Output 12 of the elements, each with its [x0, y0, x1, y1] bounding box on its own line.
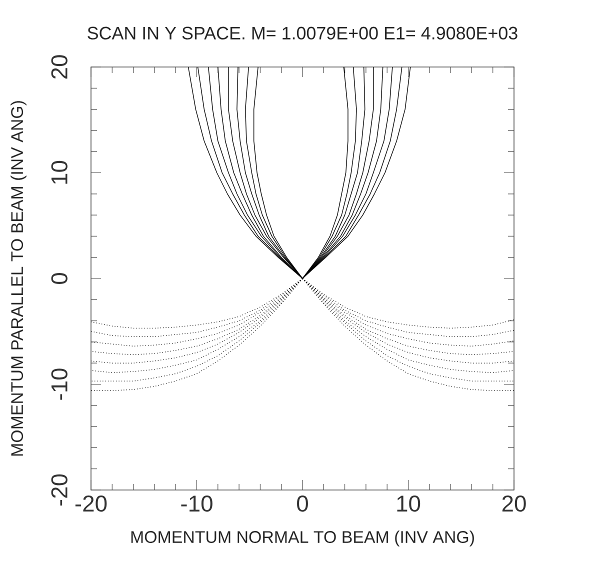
- y-axis-title: MOMENTUM PARALLEL TO BEAM (INV ANG): [10, 101, 26, 456]
- y-tick-label: 0: [51, 273, 68, 284]
- x-axis-title: MOMENTUM NORMAL TO BEAM (INV ANG): [131, 530, 474, 546]
- x-tick-label: 10: [397, 496, 420, 512]
- x-tick-label: -10: [181, 496, 212, 512]
- x-tick-label: 20: [502, 496, 526, 512]
- chart-title: SCAN IN Y SPACE. M= 1.0079E+00 E1= 4.9080E+03: [88, 26, 518, 40]
- x-tick-label: -20: [75, 496, 107, 512]
- y-tick-label: 20: [51, 55, 68, 79]
- y-tick-label: 10: [51, 160, 68, 184]
- x-tick-label: 0: [297, 496, 308, 512]
- y-tick-label: -10: [51, 368, 68, 400]
